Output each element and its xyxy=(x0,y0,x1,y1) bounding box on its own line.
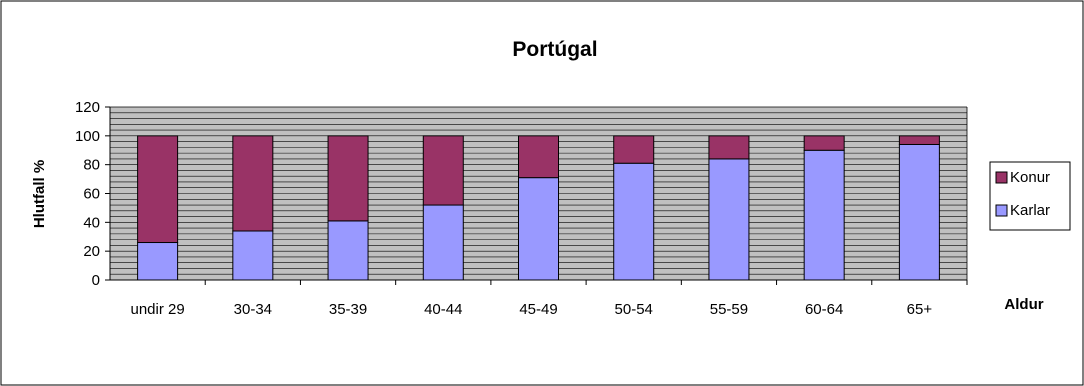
bar-konur-6 xyxy=(708,135,750,160)
bar-karlar-6 xyxy=(708,158,750,281)
bar-karlar-1 xyxy=(232,230,274,281)
y-tick-label: 60 xyxy=(83,186,100,203)
legend: Konur Karlar xyxy=(989,161,1071,231)
y-tick-label: 100 xyxy=(75,128,100,145)
bar-karlar-8 xyxy=(898,143,940,281)
bar-konur-2 xyxy=(327,135,369,222)
y-axis-ticks: 0 20 40 60 80 100 120 xyxy=(75,99,110,289)
bar-konur-8 xyxy=(898,135,940,145)
x-tick-label: 55-59 xyxy=(710,301,748,318)
y-tick-label: 40 xyxy=(83,214,100,231)
bar-konur-1 xyxy=(232,135,274,232)
x-tick-label: 60-64 xyxy=(805,301,843,318)
bar-konur-4 xyxy=(518,135,559,179)
bar-konur-3 xyxy=(422,135,464,206)
bar-karlar-7 xyxy=(803,149,845,281)
y-tick-label: 0 xyxy=(92,272,100,289)
x-axis-ticks: undir 29 30-34 35-39 40-44 45-49 50-54 55-59 60… xyxy=(131,280,968,318)
x-tick-label: 30-34 xyxy=(234,301,272,318)
bar-karlar-0 xyxy=(137,242,179,281)
bar-konur-0 xyxy=(137,135,179,244)
bar-karlar-3 xyxy=(422,204,464,281)
y-tick-label: 20 xyxy=(83,243,100,260)
x-tick-label: 40-44 xyxy=(424,301,462,318)
x-axis-title: Aldur xyxy=(1004,296,1043,313)
bars xyxy=(137,135,940,281)
legend-swatch-konur xyxy=(995,171,1008,184)
legend-swatch-karlar xyxy=(995,204,1008,217)
bar-karlar-4 xyxy=(518,177,559,281)
x-tick-label: 35-39 xyxy=(329,301,367,318)
legend-label-karlar: Karlar xyxy=(1010,202,1050,219)
bar-karlar-2 xyxy=(327,220,369,281)
x-tick-label: 65+ xyxy=(907,301,933,318)
y-tick-label: 120 xyxy=(75,99,100,116)
bar-karlar-5 xyxy=(613,162,655,281)
legend-label-konur: Konur xyxy=(1010,169,1050,186)
bar-konur-7 xyxy=(803,135,845,151)
x-tick-label: 45-49 xyxy=(519,301,557,318)
bar-konur-5 xyxy=(613,135,655,164)
x-tick-label: 50-54 xyxy=(615,301,653,318)
x-tick-label: undir 29 xyxy=(131,301,185,318)
chart-title: Portúgal xyxy=(512,38,597,61)
y-axis-title: Hlutfall % xyxy=(31,160,48,228)
y-tick-label: 80 xyxy=(83,157,100,174)
